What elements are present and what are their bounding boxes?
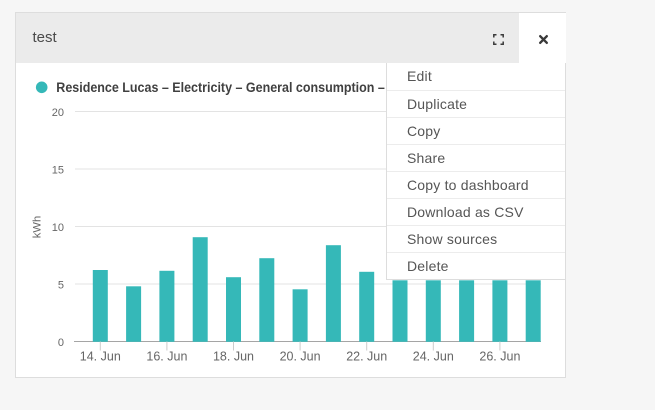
svg-text:24. Jun: 24. Jun: [413, 350, 454, 364]
svg-text:22. Jun: 22. Jun: [346, 350, 387, 364]
svg-text:0: 0: [58, 337, 64, 349]
svg-text:kWh: kWh: [32, 216, 44, 238]
svg-text:16. Jun: 16. Jun: [146, 350, 187, 364]
svg-text:20. Jun: 20. Jun: [280, 350, 321, 364]
svg-text:14. Jun: 14. Jun: [80, 350, 121, 364]
svg-text:Residence Lucas – Electricity: Residence Lucas – Electricity – General …: [56, 80, 385, 95]
svg-text:15: 15: [52, 165, 64, 177]
svg-text:26. Jun: 26. Jun: [479, 350, 520, 364]
svg-text:18. Jun: 18. Jun: [213, 350, 254, 364]
svg-text:5: 5: [58, 280, 64, 292]
svg-text:20: 20: [52, 107, 64, 119]
svg-text:10: 10: [52, 222, 64, 234]
